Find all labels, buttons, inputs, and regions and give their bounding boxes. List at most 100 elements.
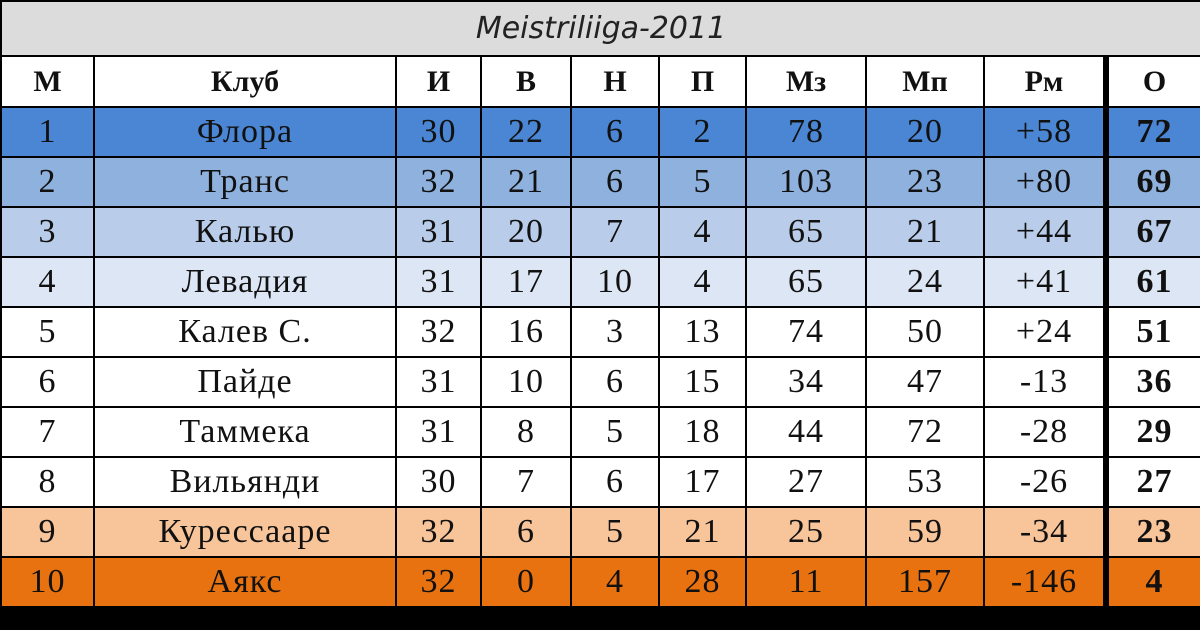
table-cell: 67 (1103, 206, 1200, 258)
table-cell: -28 (983, 406, 1107, 458)
table-cell: 7 (0, 406, 95, 458)
table-row: 1 Флора 30 22 6 2 78 20 +58 72 (0, 106, 1200, 158)
table-cell: 7 (570, 206, 660, 258)
column-header: П (658, 55, 747, 108)
table-cell: Флора (93, 106, 397, 158)
table-cell: 65 (745, 206, 867, 258)
table-cell: Калью (93, 206, 397, 258)
table-cell: 51 (1103, 306, 1200, 358)
table-cell: 47 (865, 356, 985, 408)
table-cell: 103 (745, 156, 867, 208)
table-cell: 61 (1103, 256, 1200, 308)
table-cell: -146 (983, 556, 1107, 608)
table-cell: 20 (480, 206, 572, 258)
table-cell: Калев С. (93, 306, 397, 358)
table-cell: 4 (658, 206, 747, 258)
table-cell: Таммека (93, 406, 397, 458)
table-cell: 25 (745, 506, 867, 558)
column-header: М (0, 55, 95, 108)
table-cell: 4 (658, 256, 747, 308)
table-cell: 36 (1103, 356, 1200, 408)
table-cell: 8 (0, 456, 95, 508)
table-cell: 78 (745, 106, 867, 158)
column-header: Клуб (93, 55, 397, 108)
table-cell: 72 (865, 406, 985, 458)
table-cell: 6 (480, 506, 572, 558)
table-cell: 5 (570, 506, 660, 558)
table-row: 9 Курессааре 32 6 5 21 25 59 -34 23 (0, 506, 1200, 558)
column-header: Рм (983, 55, 1107, 108)
table-cell: 13 (658, 306, 747, 358)
table-cell: 34 (745, 356, 867, 408)
table-cell: 16 (480, 306, 572, 358)
column-header: Мз (745, 55, 867, 108)
table-cell: 31 (395, 206, 482, 258)
table-cell: 5 (570, 406, 660, 458)
table-cell: 32 (395, 156, 482, 208)
table-cell: 30 (395, 106, 482, 158)
table-cell: Вильянди (93, 456, 397, 508)
table-cell: 20 (865, 106, 985, 158)
table-cell: 5 (658, 156, 747, 208)
table-cell: 72 (1103, 106, 1200, 158)
table-cell: Аякс (93, 556, 397, 608)
table-cell: Курессааре (93, 506, 397, 558)
table-cell: 1 (0, 106, 95, 158)
table-cell: 27 (745, 456, 867, 508)
table-cell: 2 (0, 156, 95, 208)
table-cell: 11 (745, 556, 867, 608)
table-cell: +80 (983, 156, 1107, 208)
table-cell: 21 (865, 206, 985, 258)
table-cell: 4 (0, 256, 95, 308)
table-cell: 10 (480, 356, 572, 408)
table-cell: 59 (865, 506, 985, 558)
table-row: 4 Левадия 31 17 10 4 65 24 +41 61 (0, 256, 1200, 308)
table-cell: 6 (570, 106, 660, 158)
table-cell: 21 (480, 156, 572, 208)
table-row: 8 Вильянди 30 7 6 17 27 53 -26 27 (0, 456, 1200, 508)
table-cell: Пайде (93, 356, 397, 408)
table-cell: 65 (745, 256, 867, 308)
table-cell: -26 (983, 456, 1107, 508)
table-cell: 3 (0, 206, 95, 258)
table-cell: +44 (983, 206, 1107, 258)
table-cell: 6 (570, 356, 660, 408)
table-cell: 4 (570, 556, 660, 608)
table-cell: Левадия (93, 256, 397, 308)
table-cell: 2 (658, 106, 747, 158)
table-row: 5 Калев С. 32 16 3 13 74 50 +24 51 (0, 306, 1200, 358)
column-header: В (480, 55, 572, 108)
table-cell: +24 (983, 306, 1107, 358)
table-row: 3 Калью 31 20 7 4 65 21 +44 67 (0, 206, 1200, 258)
table-cell: 29 (1103, 406, 1200, 458)
table-cell: 53 (865, 456, 985, 508)
table-cell: 44 (745, 406, 867, 458)
table-cell: 22 (480, 106, 572, 158)
table-row: 10 Аякс 32 0 4 28 11 157 -146 4 (0, 556, 1200, 608)
table-cell: 157 (865, 556, 985, 608)
table-cell: 6 (0, 356, 95, 408)
table-cell: 0 (480, 556, 572, 608)
table-cell: Транс (93, 156, 397, 208)
table-cell: 32 (395, 306, 482, 358)
table-cell: +41 (983, 256, 1107, 308)
table-cell: 23 (1103, 506, 1200, 558)
table-cell: -13 (983, 356, 1107, 408)
table-cell: 7 (480, 456, 572, 508)
table-cell: 17 (480, 256, 572, 308)
table-cell: 31 (395, 356, 482, 408)
table-cell: +58 (983, 106, 1107, 158)
table-title: Meistriliiga-2011 (0, 0, 1200, 57)
table-cell: 32 (395, 506, 482, 558)
table-cell: 18 (658, 406, 747, 458)
column-header: И (395, 55, 482, 108)
column-header: Н (570, 55, 660, 108)
column-header: О (1103, 55, 1200, 108)
table-cell: 74 (745, 306, 867, 358)
table-cell: 10 (0, 556, 95, 608)
table-cell: 4 (1103, 556, 1200, 608)
table-cell: 27 (1103, 456, 1200, 508)
table-cell: 21 (658, 506, 747, 558)
table-cell: 6 (570, 456, 660, 508)
table-cell: 69 (1103, 156, 1200, 208)
